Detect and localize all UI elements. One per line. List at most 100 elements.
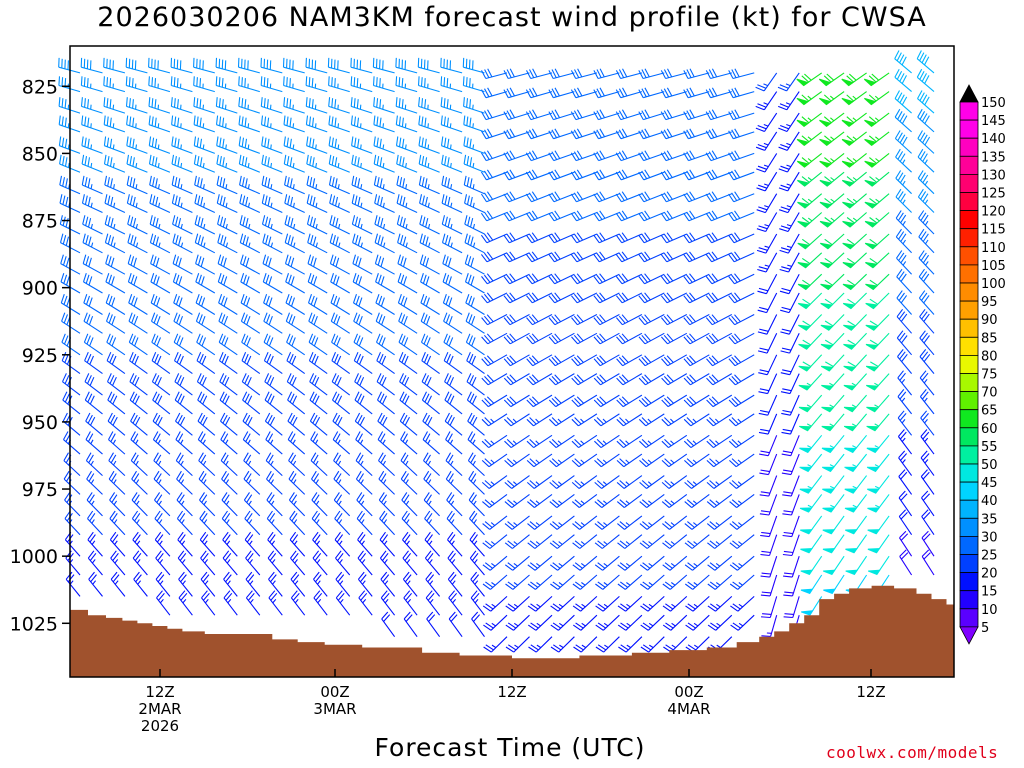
wind-barb <box>467 452 485 477</box>
wind-barb <box>864 171 890 187</box>
wind-barb <box>241 373 261 396</box>
wind-barb <box>683 87 710 99</box>
wind-barb <box>705 109 732 121</box>
wind-barb <box>306 175 328 195</box>
wind-barb <box>660 314 688 326</box>
wind-barb <box>334 510 351 536</box>
wind-barb <box>175 431 193 455</box>
wind-barb <box>761 615 778 637</box>
wind-barb <box>151 333 171 356</box>
wind-barb <box>239 215 261 235</box>
wind-barb <box>128 333 148 356</box>
wind-barb <box>778 153 800 173</box>
colorbar-swatch <box>959 101 979 121</box>
wind-barb <box>864 112 890 128</box>
wind-barb <box>373 97 395 114</box>
wind-barb <box>918 210 935 235</box>
wind-barb <box>549 515 575 530</box>
wind-barb <box>843 314 867 331</box>
colorbar-swatch <box>959 336 979 356</box>
wind-barb <box>683 314 710 326</box>
wind-barb <box>615 68 643 80</box>
wind-barb <box>526 453 553 468</box>
wind-barb <box>127 233 148 254</box>
wind-barb <box>797 273 823 291</box>
wind-barb <box>617 515 643 530</box>
wind-barb <box>176 470 193 495</box>
wind-barb <box>593 210 620 222</box>
wind-barb <box>396 175 418 195</box>
wind-barb <box>481 354 508 367</box>
wind-barb <box>504 493 530 509</box>
wind-barb <box>133 571 148 597</box>
wind-barb <box>525 169 553 181</box>
wind-barb <box>395 76 418 93</box>
wind-barb <box>421 373 440 396</box>
wind-barb <box>62 373 81 396</box>
wind-barb <box>426 611 441 638</box>
wind-barb <box>705 169 732 181</box>
wind-barb <box>662 534 688 549</box>
wind-barb <box>615 128 643 140</box>
wind-barb <box>728 394 755 408</box>
wind-barb <box>896 290 913 315</box>
wind-barb <box>424 510 441 536</box>
wind-barb <box>896 250 912 275</box>
colorbar-swatch <box>959 373 979 393</box>
wind-barb <box>372 76 395 93</box>
wind-barb <box>638 292 665 304</box>
wind-barb <box>217 215 238 235</box>
wind-barb <box>864 152 890 168</box>
wind-barb <box>284 233 305 254</box>
wind-barb <box>570 273 598 285</box>
wind-barb <box>638 128 665 140</box>
wind-barb <box>841 91 867 106</box>
wind-barb <box>354 373 373 396</box>
wind-barb <box>448 590 463 616</box>
wind-barb <box>105 254 126 275</box>
wind-barb <box>779 233 800 254</box>
wind-barb <box>283 97 305 114</box>
wind-barb <box>354 391 373 415</box>
wind-barb <box>570 169 598 181</box>
wind-barb <box>286 351 306 375</box>
wind-barb <box>595 614 620 631</box>
wind-barb <box>286 333 306 356</box>
colorbar-swatch <box>959 608 979 628</box>
wind-barb <box>917 130 935 154</box>
wind-barb <box>661 394 688 408</box>
wind-barb <box>481 292 508 304</box>
wind-barb <box>796 131 823 147</box>
wind-barb <box>548 128 575 140</box>
wind-barb <box>898 509 913 536</box>
wind-barb <box>527 515 553 530</box>
wind-barb <box>920 469 935 495</box>
wind-barb <box>616 373 643 386</box>
wind-barb <box>662 614 688 631</box>
wind-barb <box>440 97 463 114</box>
wind-barb <box>311 470 328 495</box>
wind-barb <box>550 595 575 612</box>
wind-barb <box>595 574 620 590</box>
wind-barb <box>898 450 913 476</box>
wind-barb <box>260 115 283 133</box>
colorbar-label: 110 <box>981 241 1006 256</box>
wind-barb <box>306 154 328 173</box>
wind-barb <box>866 394 890 413</box>
wind-barb <box>199 492 216 517</box>
wind-barb <box>707 574 733 590</box>
wind-barb <box>306 194 328 213</box>
wind-barb <box>615 150 643 162</box>
wind-barb <box>193 115 215 133</box>
wind-barb <box>638 354 665 367</box>
wind-barb <box>84 351 103 375</box>
wind-barb <box>83 333 103 356</box>
wind-barb <box>662 595 688 612</box>
wind-barb <box>661 373 688 386</box>
wind-barb <box>570 191 598 203</box>
wind-barb <box>308 312 328 334</box>
wind-barb <box>640 636 665 653</box>
wind-barb <box>527 614 553 631</box>
colorbar-swatch <box>959 409 979 429</box>
wind-barb <box>799 453 823 473</box>
